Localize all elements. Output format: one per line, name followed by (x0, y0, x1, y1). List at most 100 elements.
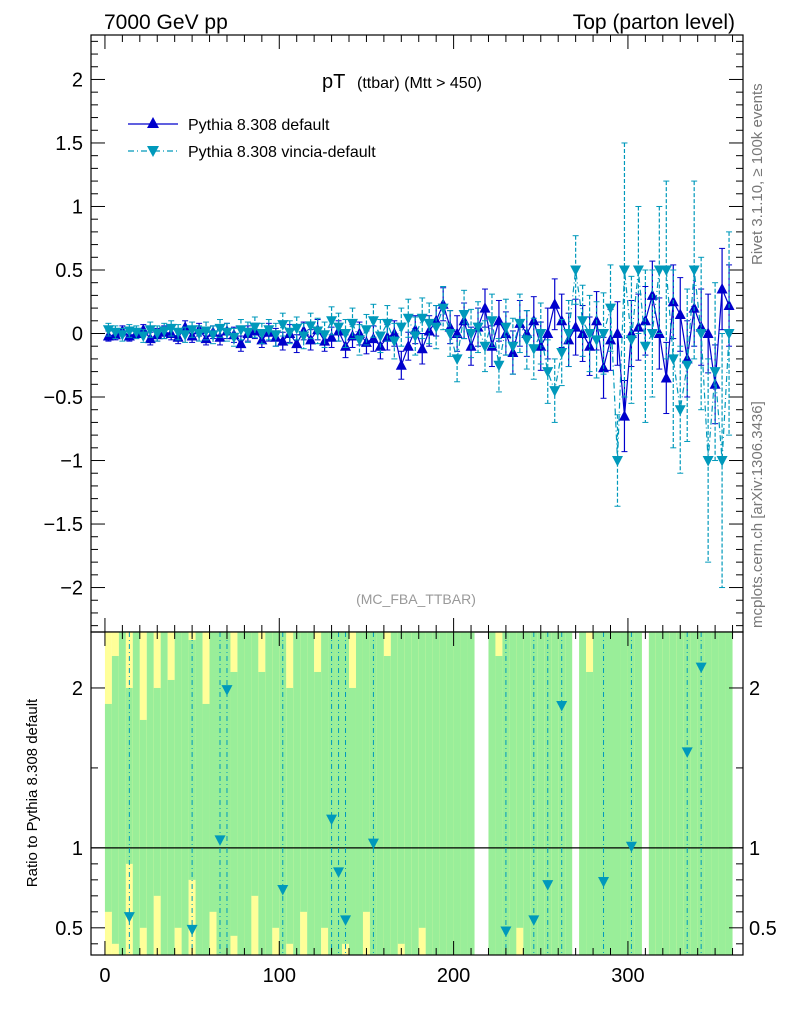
ratio-band-green (551, 632, 559, 955)
ratio-band-green (132, 632, 140, 955)
data-point-marker (709, 367, 721, 378)
ratio-band-green (321, 632, 329, 928)
ratio-band-green (355, 632, 363, 955)
x-tick-label: 0 (99, 965, 110, 987)
ratio-band-green (418, 632, 426, 928)
data-point-marker (639, 341, 651, 353)
ratio-band-green (307, 632, 315, 955)
data-point-marker (688, 265, 700, 276)
data-point-marker (360, 325, 372, 336)
y-tick-label: −0.5 (44, 387, 83, 409)
data-point-marker (660, 265, 672, 276)
ratio-band-green (286, 687, 294, 944)
ratio-band-green (167, 679, 175, 955)
ratio-band-green (244, 632, 252, 955)
data-point-marker (437, 303, 449, 315)
chart-title-sub: (ttbar) (Mtt > 450) (357, 75, 482, 92)
ratio-point-marker (214, 835, 226, 846)
data-point-marker (151, 329, 163, 340)
data-point-marker (291, 337, 303, 349)
data-point-marker (249, 322, 261, 334)
ratio-band-green (634, 632, 642, 955)
ratio-band-green (460, 632, 468, 955)
analysis-tag: (MC_FBA_TTBAR) (356, 591, 476, 607)
ratio-y-tick-label-right: 1 (749, 838, 760, 860)
ratio-point-marker (326, 814, 338, 826)
ratio-band-green (314, 671, 322, 955)
ratio-band-green (300, 632, 308, 912)
rivet-label: Rivet 3.1.10, ≥ 100k events (749, 83, 766, 265)
data-point-marker (207, 330, 219, 341)
data-point-marker (618, 410, 630, 421)
ratio-band-green (523, 632, 531, 955)
data-point-marker (458, 309, 470, 321)
data-point-marker (591, 335, 603, 346)
ratio-band-green (620, 632, 628, 955)
data-point-marker (542, 327, 554, 338)
ratio-band-green (530, 632, 538, 955)
ratio-band-green (439, 632, 447, 955)
ratio-point-marker (542, 880, 554, 891)
ratio-y-tick-label-left: 0.5 (55, 918, 83, 940)
ratio-band-green (676, 632, 684, 955)
ratio-band-green (258, 671, 266, 955)
data-point-marker (409, 331, 421, 343)
ratio-band-green (153, 687, 161, 896)
data-point-marker (277, 335, 289, 346)
ratio-band-green (279, 632, 287, 955)
ratio-band-green (111, 655, 119, 944)
data-point-marker (130, 327, 142, 339)
ratio-band-green (146, 632, 154, 955)
ratio-y-tick-label-left: 1 (72, 838, 83, 860)
data-point-marker (716, 283, 728, 294)
data-point-marker (193, 329, 205, 340)
data-point-marker (263, 325, 275, 336)
data-point-marker (333, 322, 345, 334)
data-point-marker (291, 323, 303, 335)
data-point-marker (549, 298, 561, 309)
header-right: Top (parton level) (573, 11, 735, 34)
data-point-marker (709, 378, 721, 389)
ratio-band-green (600, 632, 608, 955)
ratio-band-green (718, 632, 726, 955)
data-point-marker (716, 456, 728, 467)
ratio-band-green (174, 632, 182, 928)
ratio-panel: 0.5 0.5 1 1 2 2 0 100 200 300 Ratio to Pythia 8.3… (24, 631, 777, 987)
data-point-marker (395, 322, 407, 334)
ratio-point-marker (277, 884, 289, 896)
ratio-band-green (544, 632, 552, 955)
data-point-marker (632, 321, 644, 332)
data-point-marker (472, 322, 484, 334)
ratio-band-green (237, 632, 245, 955)
ratio-band-green (265, 632, 273, 955)
ratio-band-green (404, 632, 412, 955)
ratio-band-green (188, 639, 196, 880)
data-point-marker (186, 325, 198, 336)
data-point-marker (451, 327, 463, 338)
data-point-marker (479, 341, 491, 353)
main-series-layer (102, 142, 735, 589)
y-tick-label: 1 (72, 196, 83, 218)
ratio-band-green (502, 632, 510, 955)
data-point-marker (228, 332, 240, 344)
x-tick-label: 100 (263, 965, 296, 987)
ratio-band-green (579, 632, 587, 955)
data-point-marker (423, 318, 435, 330)
y-tick-label: 1.5 (55, 133, 83, 155)
data-point-marker (528, 344, 540, 355)
ratio-band-green (390, 632, 398, 955)
ratio-point-marker (598, 876, 610, 888)
ratio-band-green (397, 632, 405, 944)
ratio-point-marker (333, 867, 345, 878)
ratio-band-green (362, 632, 370, 912)
data-point-marker (535, 329, 547, 340)
main-panel: −2 −1.5 −1 −0.5 0 0.5 1 1.5 2 pT (ttbar) (Mtt > … (44, 34, 744, 633)
ratio-point-marker (556, 701, 568, 712)
main-axis-ticks: −2 −1.5 −1 −0.5 0 0.5 1 1.5 2 (44, 35, 743, 632)
data-point-marker (305, 321, 317, 332)
data-point-marker (479, 302, 491, 313)
ratio-point-marker (340, 915, 352, 926)
data-point-marker (326, 316, 338, 327)
ratio-band-green (293, 632, 301, 955)
